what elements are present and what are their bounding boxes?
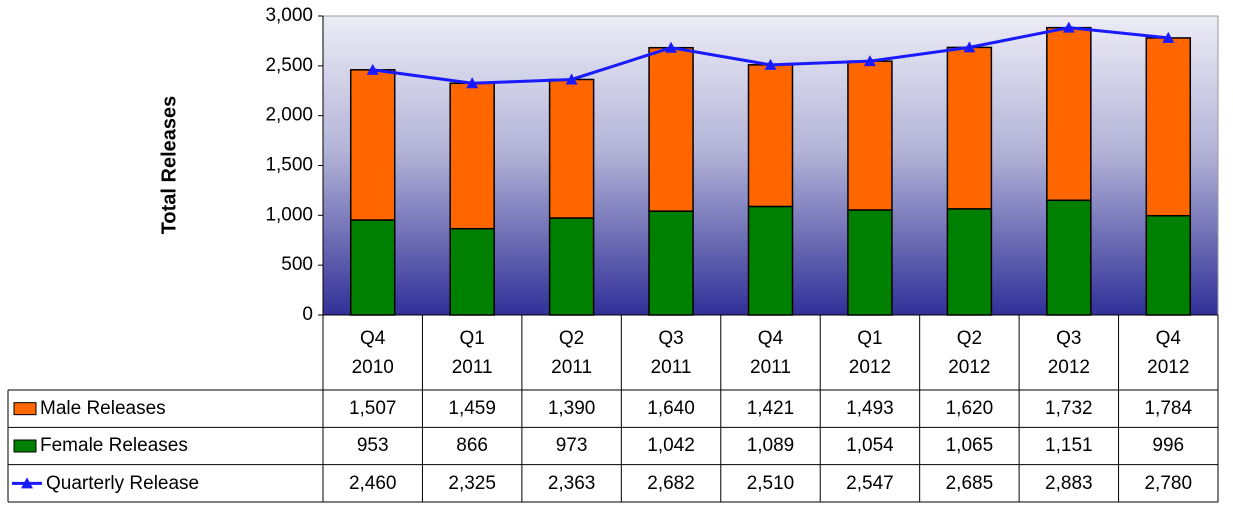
line-marker: [466, 77, 479, 89]
line-marker: [366, 63, 379, 75]
table-value: 1,065: [945, 435, 994, 457]
table-value: 1,151: [1045, 435, 1093, 457]
bar: [747, 64, 794, 208]
table-value: 2,547: [846, 472, 894, 494]
y-tick-label: 2,500: [265, 55, 313, 76]
x-tick-label: Q3 2012: [1047, 327, 1090, 378]
table-value: 1,089: [746, 435, 795, 457]
bar: [648, 46, 694, 212]
bar: [946, 208, 993, 316]
legend-label: Female Releases: [40, 435, 188, 457]
table-value: 2,363: [547, 472, 596, 494]
legend-label: Male Releases: [40, 398, 166, 420]
bar: [648, 210, 694, 316]
x-tick-label: Q4 2011: [750, 327, 791, 378]
x-tick-label: Q3 2011: [650, 327, 692, 378]
line-marker: [963, 41, 976, 53]
table-value: 2,685: [945, 472, 994, 494]
bar: [548, 78, 595, 219]
table-value: 1,640: [647, 398, 695, 420]
table-value: 1,784: [1144, 398, 1193, 420]
y-tick-label: 3,000: [265, 5, 313, 26]
table-value: 1,732: [1045, 398, 1093, 420]
bar: [1145, 214, 1192, 316]
table-value: 2,883: [1045, 472, 1093, 494]
line-marker: [764, 58, 777, 70]
bar: [449, 227, 495, 316]
x-tick-label: Q1 2012: [848, 327, 892, 378]
legend-label: Quarterly Release: [46, 472, 200, 494]
y-tick-label: 500: [281, 254, 313, 275]
legend-marker: [21, 477, 33, 489]
line-marker: [665, 41, 678, 53]
x-tick-label: Q2 2011: [551, 327, 593, 378]
table-value: 973: [555, 435, 588, 457]
y-tick-label: 1,500: [265, 155, 313, 176]
bar: [349, 69, 396, 221]
x-tick-label: Q2 2012: [948, 327, 991, 378]
table-value: 1,493: [846, 398, 894, 420]
line-marker: [1062, 21, 1075, 33]
table-value: 1,507: [348, 398, 397, 420]
legend-swatch: [13, 439, 37, 453]
table-value: 2,510: [746, 472, 795, 494]
table-value: 1,620: [945, 398, 994, 420]
y-tick-label: 0: [302, 304, 313, 325]
bar: [349, 219, 396, 316]
bar: [1145, 37, 1192, 217]
table-value: 1,421: [746, 398, 795, 420]
table-value: 1,390: [547, 398, 596, 420]
table-value: 2,460: [348, 472, 397, 494]
table-value: 2,682: [647, 472, 695, 494]
bar: [747, 205, 794, 316]
bar: [847, 60, 893, 211]
table-value: 1,042: [647, 435, 695, 457]
table-value: 953: [356, 435, 389, 457]
bar: [1046, 199, 1092, 316]
line-marker: [565, 73, 578, 85]
line-marker: [863, 55, 876, 67]
line-marker: [1162, 31, 1175, 43]
legend-swatch: [13, 402, 37, 416]
table-value: 866: [456, 435, 488, 457]
x-tick-label: Q4 2012: [1147, 327, 1190, 378]
table-value: 996: [1152, 435, 1185, 457]
y-tick-label: 1,000: [265, 204, 313, 225]
table-value: 1,054: [846, 435, 894, 457]
bar: [1046, 26, 1092, 202]
bar: [946, 46, 993, 210]
bar: [847, 209, 893, 316]
bar: [449, 82, 495, 230]
x-tick-label: Q4 2010: [351, 327, 394, 378]
table-value: 2,780: [1144, 472, 1193, 494]
table-value: 2,325: [448, 472, 496, 494]
y-axis-label: Total Releases: [158, 96, 180, 235]
y-tick-label: 2,000: [265, 105, 313, 126]
bar: [548, 217, 595, 316]
x-tick-label: Q1 2011: [451, 327, 493, 378]
table-value: 1,459: [448, 398, 496, 420]
